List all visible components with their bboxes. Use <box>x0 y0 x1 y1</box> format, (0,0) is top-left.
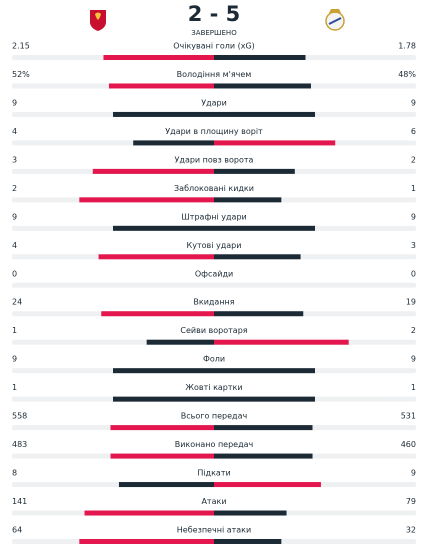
home-value: 9 <box>12 98 17 107</box>
away-bar <box>214 197 282 203</box>
home-value: 3 <box>12 155 17 164</box>
home-bar <box>113 111 214 117</box>
away-bar <box>214 55 306 60</box>
home-bar <box>113 368 214 374</box>
home-bar <box>92 168 214 174</box>
away-bar <box>214 168 295 174</box>
away-bar <box>214 311 304 317</box>
home-bar <box>101 311 214 317</box>
away-bar <box>214 510 287 516</box>
stat-label: Виконано передач <box>175 440 254 449</box>
home-logo <box>90 10 106 31</box>
away-bar <box>214 482 321 488</box>
match-status: ЗАВЕРШЕНО <box>191 29 237 37</box>
home-value: 8 <box>12 469 17 478</box>
stat-label: Кутові удари <box>187 241 242 250</box>
away-value: 48% <box>398 70 416 79</box>
away-value: 1 <box>411 383 416 392</box>
home-value: 483 <box>12 440 27 449</box>
away-value: 9 <box>411 212 416 221</box>
stat-label: Штрафні удари <box>181 212 246 221</box>
away-bar <box>214 396 315 402</box>
away-value: 531 <box>401 412 416 421</box>
home-bar <box>113 396 214 402</box>
away-bar <box>214 453 313 459</box>
home-value: 0 <box>12 269 17 278</box>
away-value: 1.78 <box>398 42 416 51</box>
home-bar <box>133 140 214 146</box>
away-bar <box>214 225 315 231</box>
away-value: 460 <box>401 440 416 449</box>
stat-label: Удари <box>201 98 227 107</box>
home-value: 2 <box>12 184 17 193</box>
stat-label: Удари повз ворота <box>175 155 254 164</box>
home-value: 9 <box>12 212 17 221</box>
stat-label: Фоли <box>203 355 225 364</box>
home-value: 52% <box>12 70 30 79</box>
stat-label: Очікувані голи (xG) <box>173 42 255 51</box>
home-bar <box>79 197 214 203</box>
away-value: 6 <box>411 127 416 136</box>
away-value: 32 <box>406 525 416 534</box>
home-value: 9 <box>12 355 17 364</box>
home-value: 141 <box>12 497 27 506</box>
home-value: 1 <box>12 383 17 392</box>
away-value: 9 <box>411 469 416 478</box>
away-logo <box>325 9 345 31</box>
away-value: 0 <box>411 269 416 278</box>
home-value: 4 <box>12 127 17 136</box>
away-bar <box>214 425 313 431</box>
stat-label: Заблоковані кидки <box>174 184 254 193</box>
away-value: 9 <box>411 98 416 107</box>
stat-label: Вкидання <box>193 298 234 307</box>
away-value: 79 <box>406 497 416 506</box>
away-value: 1 <box>411 184 416 193</box>
stat-label: Всього передач <box>181 412 247 421</box>
stat-label: Удари в площину воріт <box>165 127 263 136</box>
away-bar <box>214 83 311 89</box>
home-value: 2.15 <box>12 42 30 51</box>
away-value: 3 <box>411 241 416 250</box>
away-bar <box>214 140 336 146</box>
stat-label: Небезпечні атаки <box>177 525 251 534</box>
away-value: 2 <box>411 155 416 164</box>
home-bar <box>79 538 214 544</box>
home-bar <box>146 339 214 345</box>
away-value: 19 <box>406 298 416 307</box>
stat-label: Офсайди <box>195 269 233 278</box>
stat-label: Атаки <box>201 497 226 506</box>
away-value: 2 <box>411 326 416 335</box>
home-bar <box>103 55 214 60</box>
away-bar <box>214 254 301 260</box>
stat-label: Жовті картки <box>185 383 242 392</box>
home-bar <box>108 83 214 89</box>
home-bar <box>98 254 214 260</box>
away-bar <box>214 111 315 117</box>
home-value: 24 <box>12 298 22 307</box>
home-value: 64 <box>12 525 22 534</box>
away-bar <box>214 339 349 345</box>
home-value: 4 <box>12 241 17 250</box>
away-bar <box>214 368 315 374</box>
stat-label: Володіння м'ячем <box>177 70 252 79</box>
home-value: 1 <box>12 326 17 335</box>
home-bar <box>110 453 214 459</box>
score: 2 - 5 <box>188 2 241 26</box>
away-bar <box>214 538 282 544</box>
home-bar <box>113 225 214 231</box>
home-bar <box>110 425 214 431</box>
home-value: 558 <box>12 412 27 421</box>
home-bar <box>84 510 214 516</box>
away-value: 9 <box>411 355 416 364</box>
home-bar <box>118 482 214 488</box>
stat-label: Сейви воротаря <box>180 326 247 335</box>
stat-label: Підкати <box>197 469 230 478</box>
bar-track <box>12 282 416 288</box>
